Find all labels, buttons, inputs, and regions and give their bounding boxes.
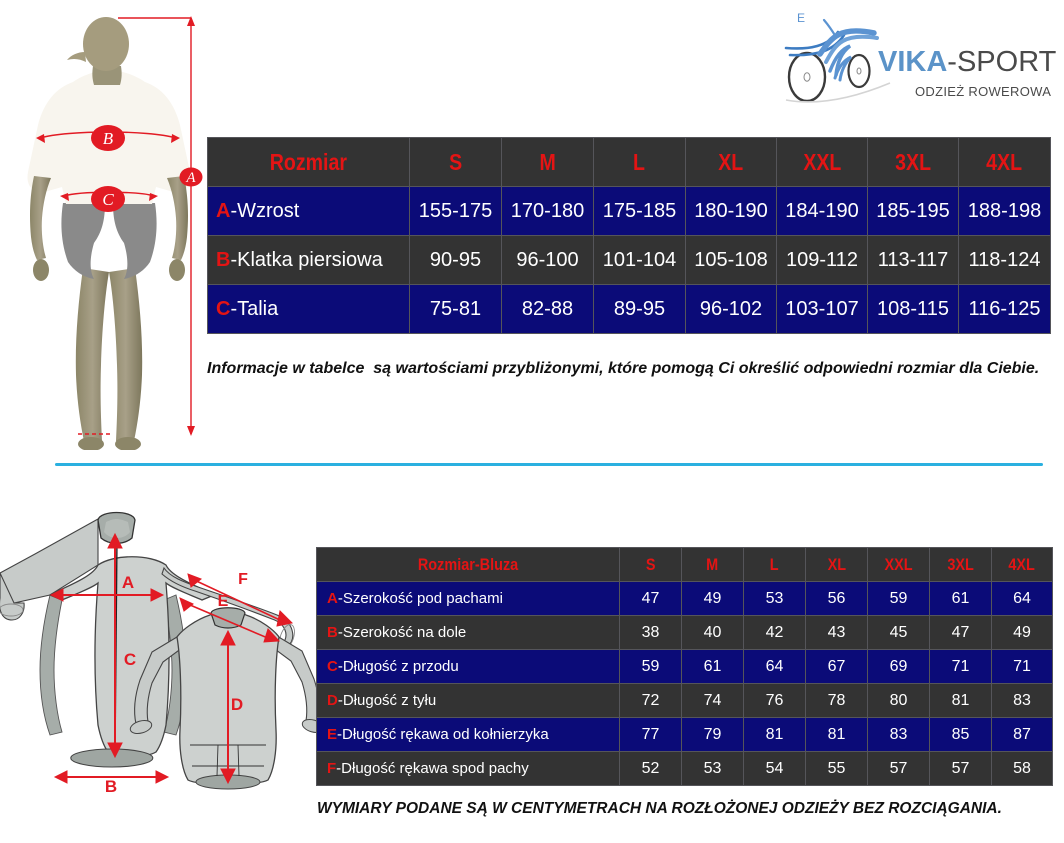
- svg-text:E: E: [218, 593, 229, 610]
- svg-text:B: B: [103, 129, 114, 148]
- svg-text:B: B: [105, 777, 117, 796]
- svg-text:A: A: [185, 170, 196, 186]
- svg-text:C: C: [124, 650, 136, 669]
- svg-text:A: A: [122, 573, 134, 592]
- svg-text:C: C: [102, 190, 114, 209]
- svg-text:F: F: [238, 571, 248, 588]
- svg-text:D: D: [231, 695, 243, 714]
- svg-text:E: E: [797, 11, 805, 25]
